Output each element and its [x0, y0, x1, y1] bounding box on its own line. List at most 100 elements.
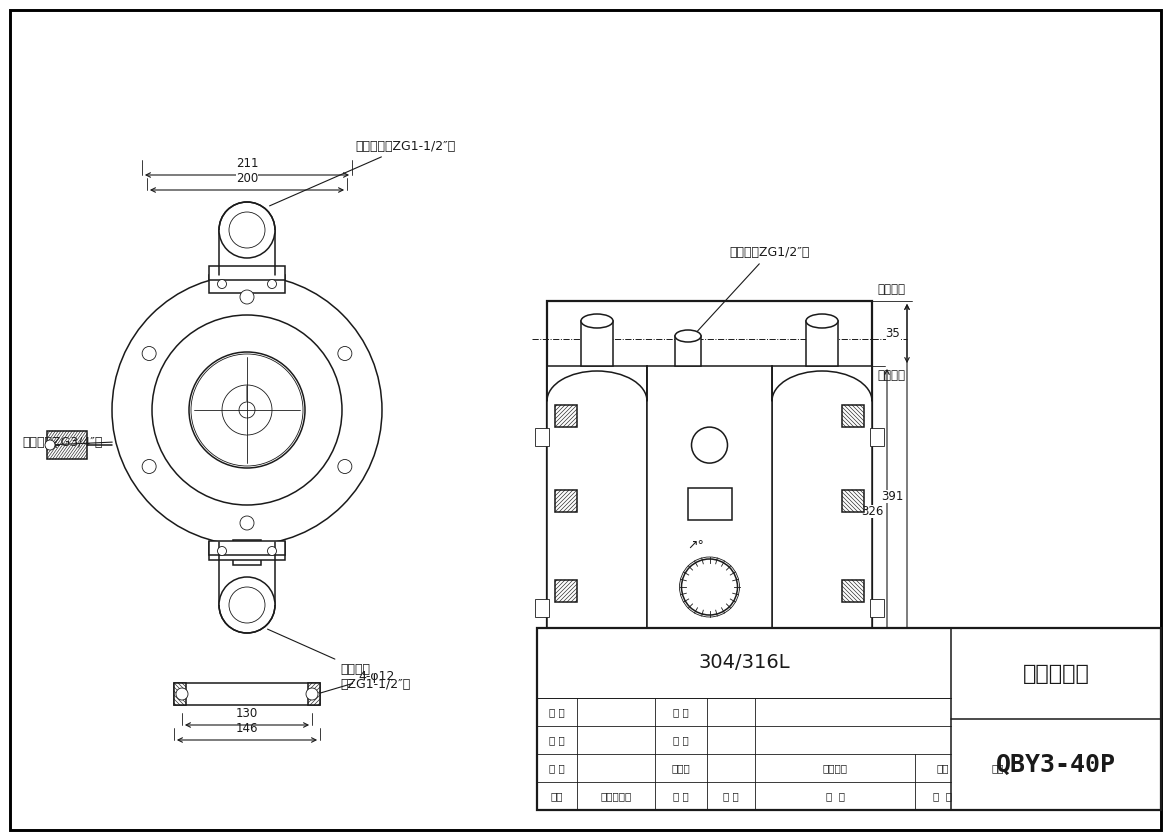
Text: 130: 130: [235, 707, 258, 720]
Bar: [569, 657, 609, 675]
Circle shape: [219, 202, 275, 258]
Text: 比例: 比例: [991, 763, 1004, 773]
Bar: [537, 628, 1160, 810]
Circle shape: [306, 688, 319, 700]
Text: 物料出口（ZG1-1/2″）: 物料出口（ZG1-1/2″）: [269, 140, 456, 206]
Bar: [674, 336, 701, 366]
Bar: [648, 366, 772, 657]
Bar: [174, 683, 186, 705]
Text: 391: 391: [881, 490, 903, 503]
Bar: [842, 580, 864, 602]
Circle shape: [267, 547, 276, 555]
Text: 304/316L: 304/316L: [698, 654, 789, 673]
Bar: [581, 321, 612, 366]
Bar: [842, 580, 864, 602]
Text: 日 期: 日 期: [673, 707, 689, 717]
Bar: [208, 541, 285, 555]
Bar: [870, 428, 884, 446]
Bar: [308, 683, 320, 705]
Bar: [547, 301, 872, 692]
Text: 重量: 重量: [937, 763, 949, 773]
Circle shape: [152, 315, 342, 505]
Ellipse shape: [806, 314, 838, 328]
Bar: [535, 428, 549, 446]
Circle shape: [218, 547, 226, 555]
Bar: [842, 490, 864, 512]
Circle shape: [44, 440, 55, 450]
Circle shape: [142, 346, 156, 360]
Bar: [233, 270, 261, 275]
Text: 200: 200: [235, 172, 258, 185]
Text: （出口）: （出口）: [877, 283, 905, 296]
Circle shape: [230, 587, 265, 623]
Bar: [535, 599, 549, 617]
Text: （进口）: （进口）: [877, 369, 905, 382]
Text: QBY3-40P: QBY3-40P: [997, 753, 1116, 776]
Circle shape: [230, 212, 265, 248]
Text: 签 字: 签 字: [673, 791, 689, 801]
Bar: [547, 657, 872, 692]
Bar: [555, 405, 577, 427]
Bar: [308, 683, 320, 705]
Bar: [555, 490, 577, 512]
Bar: [842, 405, 864, 427]
Text: ↗°: ↗°: [687, 539, 704, 553]
Circle shape: [189, 352, 304, 468]
Bar: [174, 683, 186, 705]
Text: 325: 325: [698, 739, 720, 752]
Text: 日 期: 日 期: [724, 791, 739, 801]
Text: 更改文件号: 更改文件号: [601, 791, 631, 801]
Text: 共  页: 共 页: [826, 791, 844, 801]
Text: 35: 35: [885, 327, 900, 340]
Bar: [547, 366, 648, 657]
Polygon shape: [247, 385, 272, 435]
Bar: [870, 599, 884, 617]
Circle shape: [142, 459, 156, 474]
Circle shape: [338, 346, 351, 360]
Ellipse shape: [674, 330, 701, 342]
Circle shape: [240, 516, 254, 530]
Text: 审 核: 审 核: [549, 735, 564, 745]
Bar: [555, 490, 577, 512]
Bar: [174, 683, 320, 705]
Circle shape: [219, 577, 275, 633]
Text: 标记: 标记: [550, 791, 563, 801]
Text: 设 计: 设 计: [549, 763, 564, 773]
Circle shape: [338, 459, 351, 474]
Circle shape: [240, 290, 254, 304]
Bar: [47, 431, 87, 459]
Text: 图样标记: 图样标记: [822, 763, 848, 773]
Bar: [555, 580, 577, 602]
Circle shape: [692, 427, 727, 463]
Text: 工 艺: 工 艺: [549, 707, 564, 717]
Bar: [772, 366, 872, 657]
Bar: [208, 266, 285, 280]
Bar: [842, 405, 864, 427]
Polygon shape: [222, 385, 247, 435]
Bar: [810, 657, 850, 675]
Ellipse shape: [581, 314, 612, 328]
Bar: [842, 490, 864, 512]
Circle shape: [218, 280, 226, 288]
Text: 批 准: 批 准: [673, 735, 689, 745]
Bar: [47, 431, 87, 459]
Circle shape: [191, 354, 303, 466]
Text: 172: 172: [622, 724, 644, 737]
Text: 标准化: 标准化: [672, 763, 691, 773]
Text: 92: 92: [726, 709, 741, 722]
Text: 146: 146: [235, 722, 259, 735]
Bar: [687, 488, 732, 520]
Ellipse shape: [819, 676, 841, 694]
Text: 326: 326: [861, 505, 883, 518]
Text: 进气口（ZG1/2″）: 进气口（ZG1/2″）: [694, 246, 810, 334]
Text: 消声器（ZG3/4″）: 消声器（ZG3/4″）: [22, 435, 102, 449]
Bar: [233, 540, 261, 565]
Bar: [208, 542, 285, 560]
Text: 物料进口
（ZG1-1/2″）: 物料进口 （ZG1-1/2″）: [267, 629, 410, 691]
Bar: [555, 580, 577, 602]
Text: 4-φ12: 4-φ12: [320, 670, 395, 693]
Text: 141: 141: [607, 709, 629, 722]
Bar: [806, 321, 838, 366]
Text: 第  页: 第 页: [933, 791, 952, 801]
Ellipse shape: [578, 676, 600, 694]
